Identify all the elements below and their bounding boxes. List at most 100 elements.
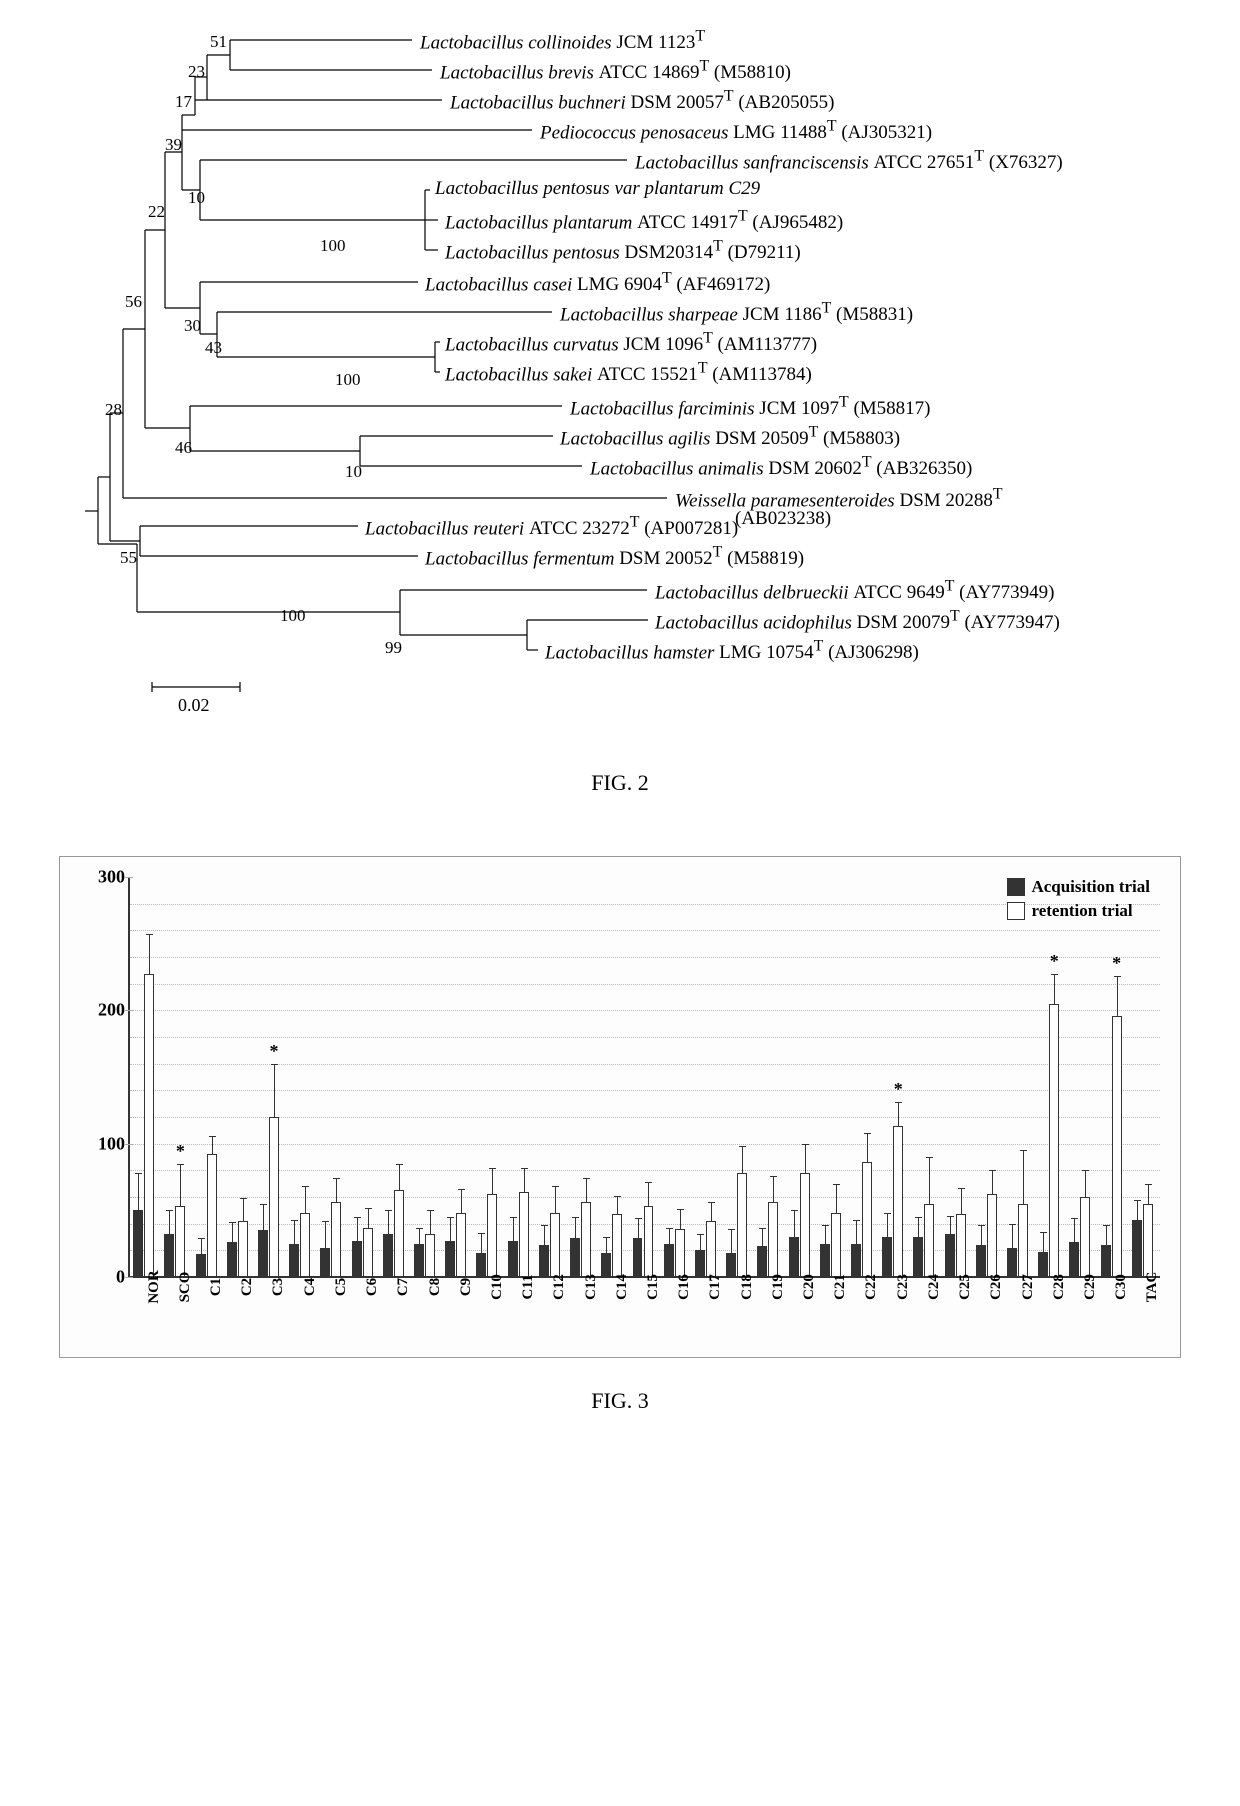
significance-marker: * (1112, 953, 1121, 974)
x-category-label: C20 (801, 1274, 818, 1300)
bar-acquisition (539, 1245, 549, 1277)
x-category-label: C21 (832, 1274, 849, 1300)
x-category-label: C16 (676, 1274, 693, 1300)
bar-retention (675, 1229, 685, 1277)
bootstrap-value: 56 (125, 292, 142, 312)
bar-retention (987, 1194, 997, 1277)
bar-acquisition (570, 1238, 580, 1277)
bootstrap-value: 99 (385, 638, 402, 658)
x-category-label: C15 (645, 1274, 662, 1300)
tree-leaf: Lactobacillus farciminis JCM 1097T (M588… (570, 394, 931, 420)
bootstrap-value: 28 (105, 400, 122, 420)
legend-acq-box (1007, 878, 1025, 896)
bar-acquisition (726, 1253, 736, 1277)
bootstrap-value: 30 (184, 316, 201, 336)
tree-leaf: Lactobacillus buchneri DSM 20057T (AB205… (450, 88, 834, 114)
bar-acquisition (164, 1234, 174, 1277)
bar-acquisition (320, 1248, 330, 1277)
x-category-label: C18 (739, 1274, 756, 1300)
significance-marker: * (176, 1141, 185, 1162)
bar-acquisition (1038, 1252, 1048, 1277)
tree-leaf: Lactobacillus plantarum ATCC 14917T (AJ9… (445, 208, 843, 234)
bootstrap-value: 100 (280, 606, 306, 626)
bar-retention (519, 1192, 529, 1277)
bar-retention (831, 1213, 841, 1277)
bar-acquisition (789, 1237, 799, 1277)
tree-leaf: Pediococcus penosaceus LMG 11488T (AJ305… (540, 118, 932, 144)
x-category-label: C28 (1051, 1274, 1068, 1300)
tree-leaf: Lactobacillus sanfranciscensis ATCC 2765… (635, 148, 1063, 174)
bar-acquisition (196, 1254, 206, 1277)
x-category-label: C23 (895, 1274, 912, 1300)
tree-leaf: Lactobacillus fermentum DSM 20052T (M588… (425, 544, 804, 570)
x-category-label: C8 (427, 1278, 444, 1296)
x-category-label: C11 (520, 1274, 537, 1299)
tree-leaf: Lactobacillus sakei ATCC 15521T (AM11378… (445, 360, 812, 386)
x-category-label: C6 (364, 1278, 381, 1296)
y-tick-label: 200 (90, 1000, 125, 1021)
bar-acquisition (633, 1238, 643, 1277)
tree-leaf: Lactobacillus casei LMG 6904T (AF469172) (425, 270, 770, 296)
x-category-label: C25 (957, 1274, 974, 1300)
tree-leaf: Lactobacillus pentosus var plantarum C29 (435, 178, 760, 200)
x-category-label: C29 (1082, 1274, 1099, 1300)
bar-chart: ***** Acquisition trial retention trial … (59, 856, 1181, 1358)
bootstrap-value: 43 (205, 338, 222, 358)
bar-acquisition (945, 1234, 955, 1277)
x-category-label: C5 (333, 1278, 350, 1296)
y-tick-label: 300 (90, 867, 125, 888)
bootstrap-value: 10 (188, 188, 205, 208)
legend-acq-label: Acquisition trial (1031, 877, 1150, 897)
bar-acquisition (289, 1244, 299, 1277)
x-category-label: C13 (583, 1274, 600, 1300)
bar-acquisition (882, 1237, 892, 1277)
tree-leaf: Lactobacillus collinoides JCM 1123T (420, 28, 705, 54)
y-tick-label: 100 (90, 1133, 125, 1154)
x-category-label: C14 (614, 1274, 631, 1300)
bar-acquisition (851, 1244, 861, 1277)
bar-retention (331, 1202, 341, 1277)
x-category-label: C9 (458, 1278, 475, 1296)
significance-marker: * (269, 1041, 278, 1062)
bar-retention (612, 1214, 622, 1277)
x-category-label: C19 (770, 1274, 787, 1300)
bar-retention (1049, 1004, 1059, 1277)
bar-retention (706, 1221, 716, 1277)
bar-retention (144, 974, 154, 1277)
bar-retention (238, 1221, 248, 1277)
bar-acquisition (1101, 1245, 1111, 1277)
bar-acquisition (757, 1246, 767, 1277)
bar-retention (456, 1213, 466, 1277)
bootstrap-value: 10 (345, 462, 362, 482)
bar-retention (893, 1126, 903, 1277)
significance-marker: * (1050, 951, 1059, 972)
bar-acquisition (601, 1253, 611, 1277)
tree-leaf: Lactobacillus delbrueckii ATCC 9649T (AY… (655, 578, 1055, 604)
bar-acquisition (664, 1244, 674, 1277)
fig2-caption: FIG. 2 (20, 770, 1220, 796)
bar-retention (768, 1202, 778, 1277)
bar-acquisition (352, 1241, 362, 1277)
bar-retention (1112, 1016, 1122, 1277)
x-category-label: C17 (707, 1274, 724, 1300)
bootstrap-value: 17 (175, 92, 192, 112)
x-category-label: C26 (988, 1274, 1005, 1300)
x-category-label: C2 (239, 1278, 256, 1296)
bar-retention (924, 1204, 934, 1277)
bootstrap-value: 23 (188, 62, 205, 82)
tree-leaf: Lactobacillus reuteri ATCC 23272T (AP007… (365, 514, 738, 540)
bar-retention (425, 1234, 435, 1277)
bar-acquisition (445, 1241, 455, 1277)
bar-retention (1018, 1204, 1028, 1277)
bar-acquisition (1069, 1242, 1079, 1277)
bar-acquisition (476, 1253, 486, 1277)
bar-retention (644, 1206, 654, 1277)
bootstrap-value: 51 (210, 32, 227, 52)
x-category-label: C27 (1020, 1274, 1037, 1300)
tree-leaf: Lactobacillus pentosus DSM20314T (D79211… (445, 238, 801, 264)
tree-extra-accession: (AB023238) (735, 508, 831, 530)
fig3-caption: FIG. 3 (20, 1388, 1220, 1414)
bar-acquisition (258, 1230, 268, 1277)
legend-ret-label: retention trial (1031, 901, 1132, 921)
tree-leaf: Lactobacillus hamster LMG 10754T (AJ3062… (545, 638, 919, 664)
